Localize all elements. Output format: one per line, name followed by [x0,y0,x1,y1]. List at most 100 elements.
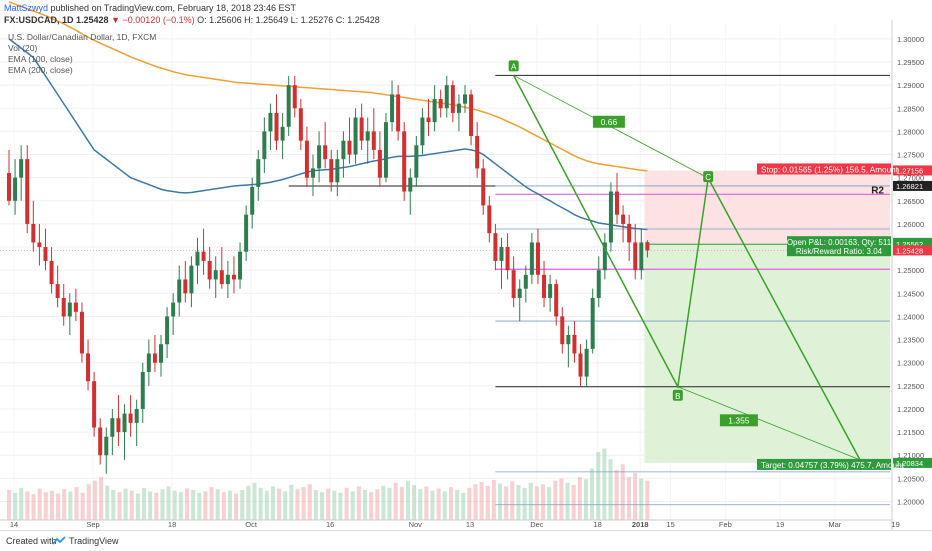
legend-ema100[interactable]: EMA (100, close) [8,54,73,64]
legend-ema200[interactable]: EMA (200, close) [8,65,73,75]
price-tick-label: 1.24000 [897,312,924,321]
volume-bar [308,484,312,520]
candle [141,363,145,423]
time-tick-label: Nov [409,520,423,529]
time-tick-label: 14 [10,520,18,529]
candle [487,196,491,242]
volume-bar [173,491,177,520]
candle-body [396,94,400,131]
volume-bar [345,488,349,520]
candle [408,168,412,214]
volume-bar [418,489,422,520]
legend-vol[interactable]: Vol (20) [8,43,37,53]
volume-bar [596,452,600,520]
candle-body [347,141,351,155]
candle [621,205,625,242]
candle [615,173,619,224]
volume-bar [295,489,299,520]
volume-bar [50,491,54,520]
volume-bar [56,494,60,520]
candle [542,261,546,307]
volume-bar [461,493,465,520]
candle [633,224,637,280]
candle-body [372,131,376,150]
candle-body [341,141,345,160]
price-tick-label: 1.26500 [897,197,924,206]
volume-bar [283,491,287,520]
volume-bar [621,464,625,520]
candle-body [572,335,576,354]
candle [183,261,187,303]
candle [281,113,285,159]
price-tick-label: 1.27500 [897,151,924,160]
candle [37,224,41,266]
candle-body [214,270,218,279]
candle-body [62,298,66,317]
candle-body [37,242,41,247]
candle-body [250,187,254,215]
candle [609,182,613,251]
volume-bar [449,487,453,520]
time-tick-label: 18 [594,520,602,529]
time-axis: 14Sep18Oct16Nov13Dec18201815Feb19Mar19 [0,520,900,529]
candle-body [13,178,17,201]
volume-bar [271,486,275,520]
price-change: −0.00120 (−0.1%) [123,15,195,25]
candle [360,104,364,150]
volume-bar [44,492,48,520]
candle [43,229,47,271]
candle-body [171,303,175,317]
time-tick-label: 13 [466,520,474,529]
candle-body [153,353,157,362]
volume-bar [351,491,355,520]
candle [530,233,534,284]
volume-bar [332,491,336,520]
candle-body [481,168,485,205]
candle [354,108,358,164]
candle-body [268,113,272,132]
candle-body [524,275,528,289]
tradingview-brand[interactable]: TradingView [69,536,119,546]
candle [481,159,485,215]
candle-body [633,242,637,270]
candle-body [493,233,497,261]
candle-body [43,247,47,261]
volume-bar [105,486,109,520]
price-tick-label: 1.21500 [897,428,924,437]
candle [153,335,157,372]
down-arrow-icon: ▼ [111,15,120,25]
volume-bar [590,469,594,520]
volume-bar [609,459,613,520]
price-axis: 1.300001.295001.290001.285001.280001.275… [892,0,932,530]
volume-bar [443,491,447,520]
price-tick-label: 1.23000 [897,359,924,368]
candle [275,94,279,150]
candle-body [487,205,491,233]
candle [293,76,297,118]
price-tick-label: 1.28000 [897,127,924,136]
time-tick-label: 19 [776,520,784,529]
volume-bar [375,489,379,520]
candle-body [542,275,546,298]
candle [311,155,315,197]
candle-body [208,261,212,280]
candle-body [31,224,35,243]
candle-body [92,381,96,427]
candle-body [402,131,406,191]
volume-bar [437,489,441,520]
candle [98,418,102,464]
volume-bar [572,485,576,520]
pivot-label: R2 [871,185,884,196]
price-tick-label: 1.23500 [897,336,924,345]
candle-body [566,335,570,344]
candle [402,122,406,201]
candle-body [68,303,72,317]
candle-body [262,131,266,159]
candle-body [585,349,589,377]
volume-bar [547,487,551,520]
volume-bar [117,492,121,520]
legend-title[interactable]: U.S. Dollar/Canadian Dollar, 1D, FXCM [8,32,156,42]
author-link[interactable]: MattSzwyd [4,3,48,13]
candle-body [366,131,370,140]
